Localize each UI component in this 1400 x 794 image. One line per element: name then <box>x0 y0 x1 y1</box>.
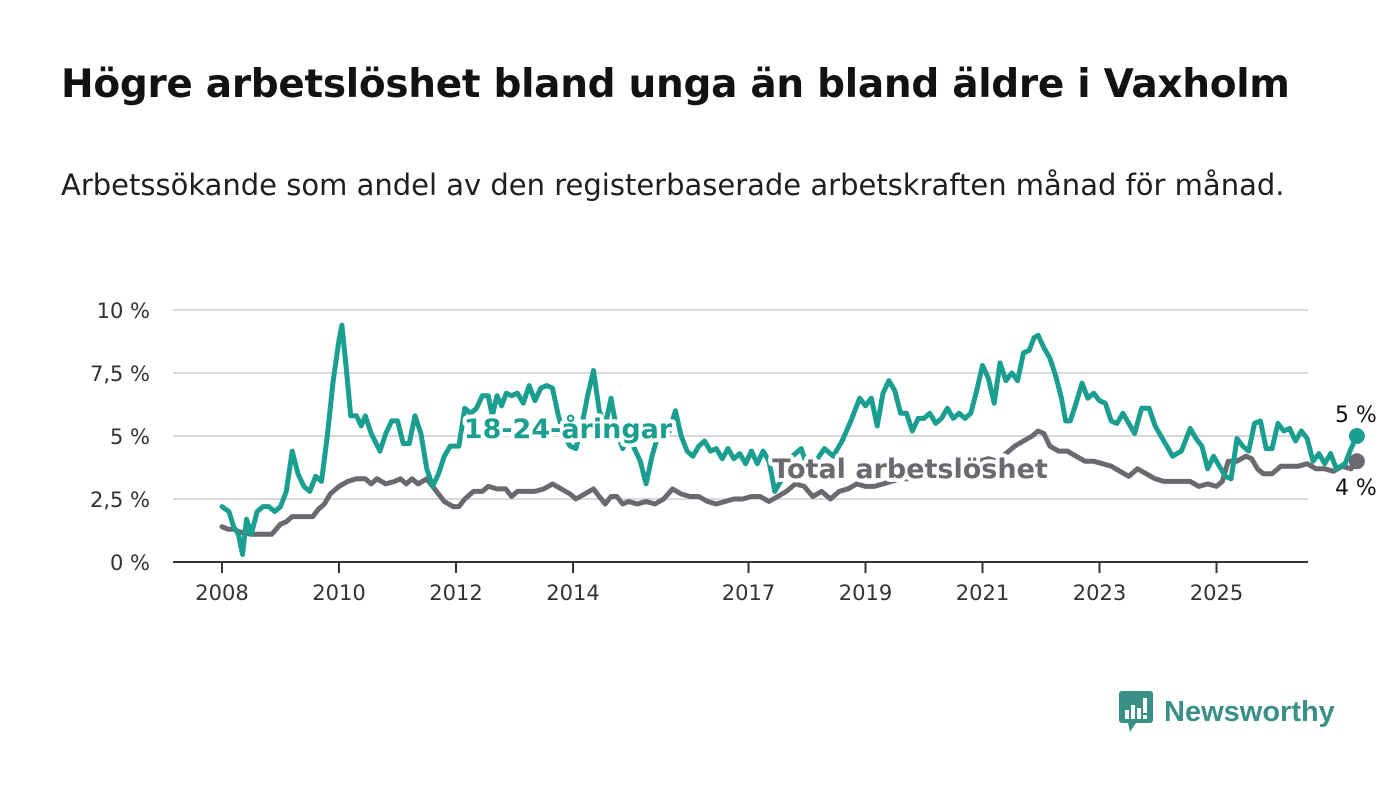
newsworthy-logo-icon <box>1119 691 1153 732</box>
y-tick-label: 2,5 % <box>90 488 150 512</box>
x-tick-label: 2014 <box>546 581 599 605</box>
brand-name: Newsworthy <box>1164 695 1335 728</box>
x-tick-label: 2008 <box>195 581 248 605</box>
brand-logo[interactable]: Newsworthy <box>1118 690 1335 734</box>
end-value-18-24: 5 % <box>1335 403 1377 428</box>
x-tick-label: 2010 <box>312 581 365 605</box>
chart-title: Högre arbetslöshet bland unga än bland ä… <box>61 62 1290 107</box>
x-axis-ticks: 2008 2010 2012 2014 2017 2019 2021 2023 2025 <box>195 562 1243 605</box>
series-line-total <box>219 428 1360 537</box>
y-tick-label: 7,5 % <box>90 362 150 386</box>
x-tick-label: 2023 <box>1073 581 1126 605</box>
x-tick-label: 2017 <box>722 581 775 605</box>
y-tick-label: 5 % <box>110 425 150 449</box>
y-axis-ticks: 0 % 2,5 % 5 % 7,5 % 10 % <box>90 299 150 575</box>
end-marker-18-24 <box>1348 428 1365 444</box>
y-tick-label: 10 % <box>97 299 150 323</box>
x-tick-label: 2019 <box>839 581 892 605</box>
end-value-total: 4 % <box>1335 476 1377 501</box>
series-name-total: Total arbetslöshet <box>772 454 1048 485</box>
chart-subtitle: Arbetssökande som andel av den registerb… <box>61 168 1285 202</box>
x-tick-label: 2021 <box>956 581 1009 605</box>
series-line-18-24 <box>219 322 1360 557</box>
series-layer <box>219 322 1360 557</box>
series-name-18-24: 18-24-åringar <box>464 413 673 445</box>
end-marker-total <box>1348 453 1365 470</box>
x-tick-label: 2025 <box>1190 581 1243 605</box>
x-tick-label: 2012 <box>429 581 482 605</box>
y-tick-label: 0 % <box>110 551 150 575</box>
series-labels: 18-24-åringar Total arbetslöshet 4 % 5 % <box>460 400 1380 504</box>
